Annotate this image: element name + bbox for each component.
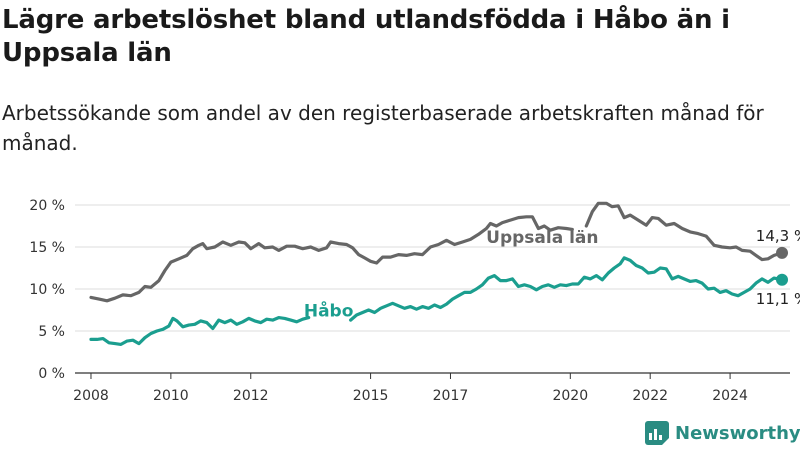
x-tick-label: 2022 [632, 388, 668, 404]
y-tick-label: 15 % [29, 240, 65, 256]
y-tick-label: 0 % [38, 366, 65, 382]
uppsala-line [584, 201, 784, 262]
habo-end-point [776, 273, 789, 286]
brand-name: Newsworthy [675, 422, 800, 444]
uppsala-end-label: 14,3 % [756, 227, 800, 245]
newsworthy-logo-icon [645, 421, 669, 445]
x-tick-label: 2008 [73, 388, 109, 404]
x-tick-label: 2020 [552, 388, 588, 404]
x-tick-label: 2012 [233, 388, 269, 404]
habo-line [349, 256, 784, 322]
y-tick-label: 5 % [38, 324, 65, 340]
x-tick-label: 2024 [712, 388, 748, 404]
uppsala-line [89, 215, 574, 303]
chart-title: Lägre arbetslöshet bland utlandsfödda i … [2, 5, 730, 68]
x-tick-label: 2017 [433, 388, 469, 404]
x-tick-label: 2010 [153, 388, 189, 404]
habo-end-label: 11,1 % [756, 290, 800, 308]
habo-line [89, 316, 311, 346]
habo-series-label: Håbo [304, 300, 354, 322]
newsworthy-logo: Newsworthy [645, 420, 800, 446]
y-tick-label: 10 % [29, 282, 65, 298]
y-tick-label: 20 % [29, 198, 65, 214]
uppsala-series-label: Uppsala län [486, 228, 598, 248]
uppsala-end-point [776, 246, 789, 259]
chart-subtitle: Arbetssökande som andel av den registerb… [2, 101, 764, 155]
x-tick-label: 2015 [353, 388, 389, 404]
